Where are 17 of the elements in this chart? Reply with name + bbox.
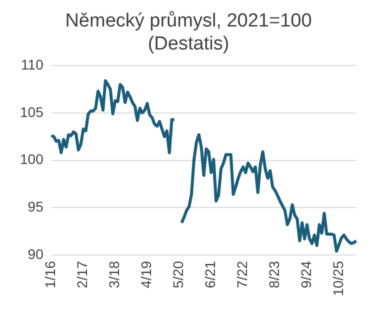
x-tick-label: 2/17 — [74, 260, 90, 288]
y-tick-label: 95 — [28, 198, 44, 214]
x-tick-label: 9/24 — [298, 260, 314, 288]
y-tick-label: 100 — [20, 151, 44, 168]
chart-subtitle: (Destatis) — [148, 33, 230, 54]
x-tick-label: 7/22 — [234, 260, 250, 288]
y-tick-label: 110 — [21, 56, 44, 72]
x-tick-label: 4/19 — [138, 260, 154, 288]
x-tick-label: 5/20 — [170, 260, 186, 288]
x-tick-label: 10/25 — [330, 260, 346, 296]
x-tick-label: 8/23 — [266, 260, 282, 288]
y-tick-label: 90 — [28, 246, 44, 262]
chart-title: Německý průmysl, 2021=100 — [65, 10, 312, 32]
x-tick-label: 1/16 — [42, 260, 58, 288]
x-tick-label: 6/21 — [202, 260, 218, 288]
y-tick-label: 105 — [20, 104, 44, 120]
x-tick-label: 3/18 — [106, 260, 122, 288]
